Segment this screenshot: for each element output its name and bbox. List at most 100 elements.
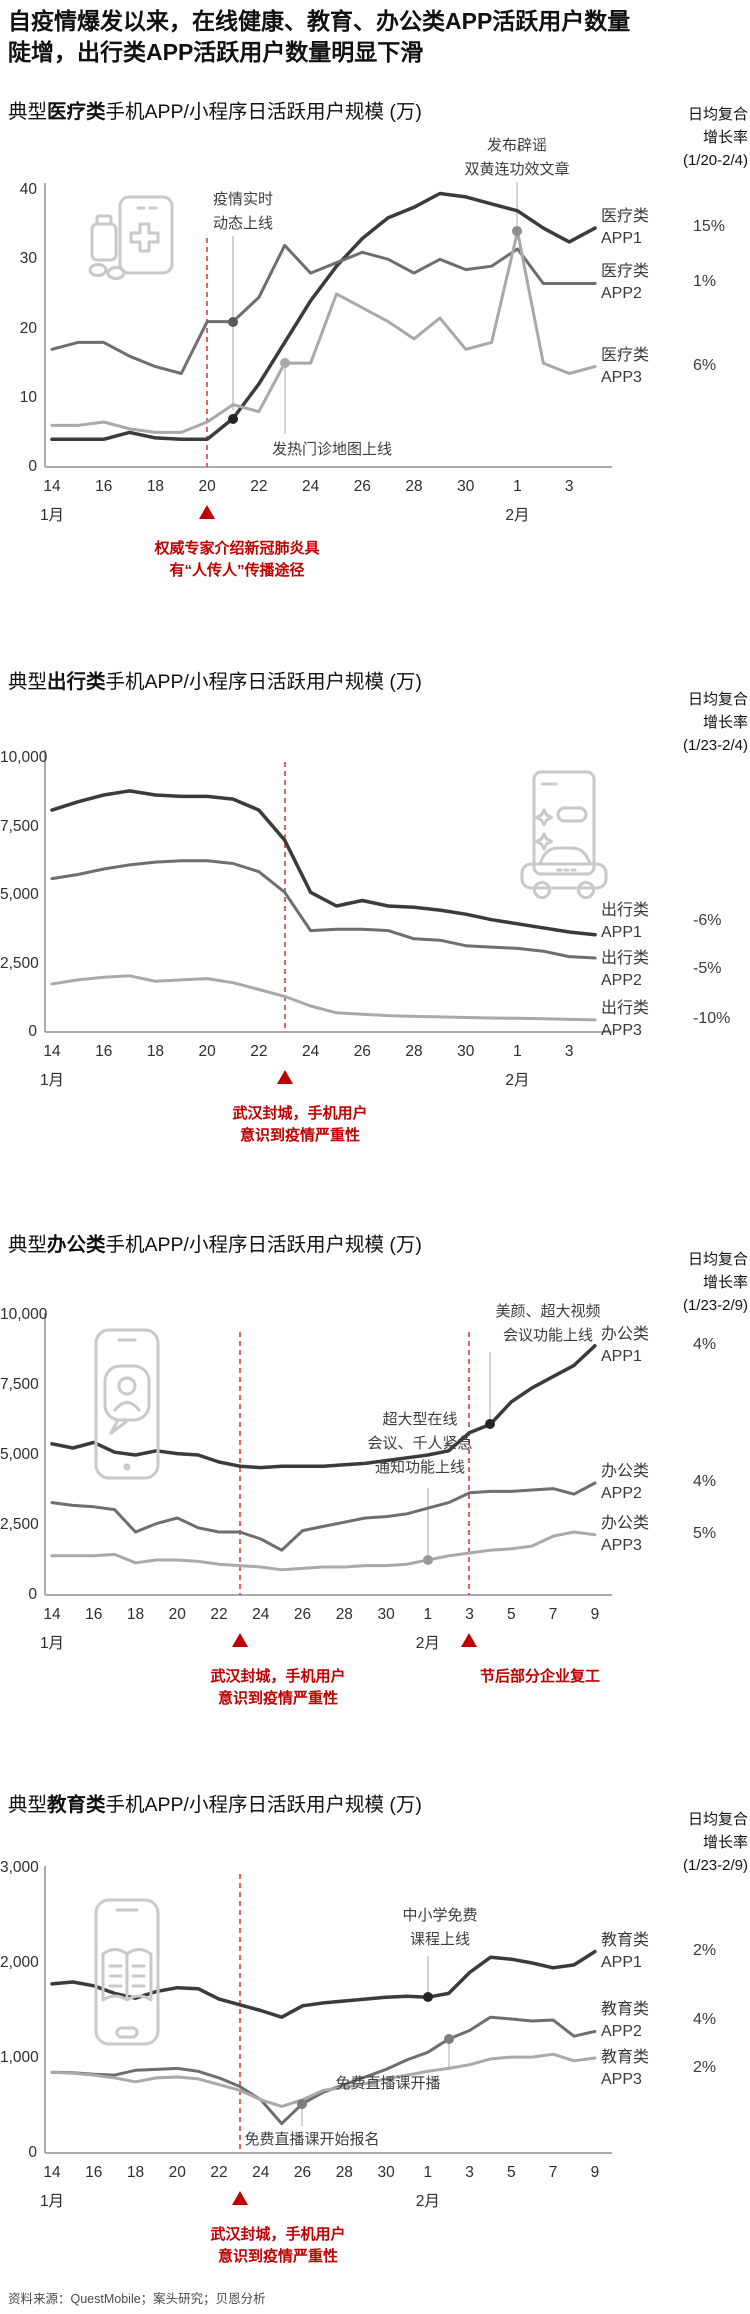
x-axis-tick-label: 5 [507, 1606, 516, 1623]
growth-rate-value: 1% [693, 273, 717, 291]
growth-rate-value: 4% [693, 1335, 717, 1353]
month-label: 2月 [415, 2193, 440, 2210]
y-axis-tick-label: 30 [19, 250, 37, 268]
x-axis-tick-label: 7 [548, 1606, 558, 1623]
x-axis-tick-label: 28 [335, 2164, 353, 2181]
y-axis-tick-label: 2,000 [0, 1954, 39, 1971]
red-event-label: 权威专家介绍新冠肺炎具 有“人传人”传播途径 [154, 540, 320, 579]
x-axis-tick-label: 22 [250, 1043, 268, 1060]
growth-rate-value: 15% [693, 218, 726, 236]
growth-rate-value: 4% [693, 1473, 717, 1490]
person-head [117, 1376, 137, 1396]
event-marker [228, 414, 238, 424]
annotation-text: 超大型在线 会议、千人紧急 通知功能上线 [367, 1411, 473, 1476]
x-axis-tick-label: 26 [293, 2164, 312, 2181]
education-legend-app2: 教育类 APP2 [601, 2000, 650, 2040]
x-axis-tick-label: 5 [507, 2164, 516, 2181]
annotation-text: 免费直播课开始报名 [244, 2131, 380, 2148]
x-axis-tick-label: 9 [590, 2164, 600, 2181]
x-axis-tick-label: 20 [168, 2164, 186, 2181]
medical-series-line-3 [50, 230, 597, 434]
y-axis-tick-label: 0 [28, 2144, 37, 2161]
education-legend-app1: 教育类 APP1 [601, 1931, 650, 1971]
month-label: 1月 [39, 2193, 65, 2210]
x-axis-tick-label: 26 [293, 1606, 312, 1623]
y-axis-tick-label: 7,500 [0, 1376, 39, 1393]
travel-legend-app1: 出行类 APP1 [601, 902, 650, 942]
x-axis-tick-label: 1 [513, 478, 522, 495]
x-axis-tick-label: 24 [301, 478, 320, 495]
title-suffix: 手机APP/小程序日活跃用户规模 (万) [105, 1794, 422, 1816]
x-axis-tick-label: 20 [168, 1606, 186, 1623]
x-axis-tick-label: 20 [198, 1043, 216, 1060]
red-event-label: 武汉封城，手机用户 意识到疫情严重性 [232, 1105, 368, 1144]
wheel [533, 881, 551, 899]
growth-rate-value: 2% [693, 1941, 717, 1959]
office-legend-app3: 办公类 APP3 [601, 1514, 650, 1554]
video-chat-phone-icon [94, 1328, 160, 1480]
star [535, 808, 553, 827]
x-axis-tick-label: 22 [250, 478, 268, 495]
x-axis-tick-label: 18 [126, 2164, 145, 2181]
book-lines [108, 1964, 146, 1988]
open-book [101, 1948, 153, 2002]
growth-rate-header-travel: 日均复合 增长率 (1/23-2/4) [682, 691, 748, 754]
x-axis-tick-label: 16 [95, 1043, 113, 1060]
title-suffix: 手机APP/小程序日活跃用户规模 (万) [105, 1234, 422, 1256]
x-axis-tick-label: 16 [95, 478, 113, 495]
title-prefix: 典型 [8, 1794, 48, 1816]
medical-series-line-2 [50, 243, 597, 375]
event-marker [423, 1555, 433, 1565]
phone-outline [94, 1328, 160, 1480]
y-axis-tick-label: 10,000 [0, 749, 48, 766]
month-label: 1月 [39, 507, 65, 524]
x-axis-tick-label: 18 [126, 1606, 145, 1623]
car-body [520, 862, 608, 890]
pill [88, 263, 108, 277]
person-shoulders [113, 1401, 141, 1412]
title-suffix: 手机APP/小程序日活跃用户规模 (万) [105, 671, 422, 693]
x-axis-tick-label: 18 [146, 1043, 165, 1060]
x-axis-tick-label: 28 [335, 1606, 353, 1623]
travel-series-line-3 [50, 974, 597, 1022]
y-axis-tick-label: 2,500 [0, 1516, 39, 1533]
event-marker [512, 226, 522, 236]
title-category: 医疗类 [47, 101, 106, 123]
chart-title-office: 典型办公类手机APP/小程序日活跃用户规模 (万) [8, 1228, 422, 1257]
title-suffix: 手机APP/小程序日活跃用户规模 (万) [105, 101, 422, 123]
education-legend-app3: 教育类 APP3 [601, 2048, 650, 2088]
x-axis-tick-label: 16 [85, 2164, 103, 2181]
y-axis-tick-label: 3,000 [0, 1859, 39, 1876]
event-marker [423, 1992, 433, 2002]
title-category: 教育类 [47, 1794, 106, 1816]
x-axis-tick-label: 1 [513, 1043, 522, 1060]
annotation-text: 免费直播课开播 [335, 2075, 441, 2092]
chart-title-medical: 典型医疗类手机APP/小程序日活跃用户规模 (万) [8, 95, 422, 124]
chart-title-education: 典型教育类手机APP/小程序日活跃用户规模 (万) [8, 1788, 422, 1817]
y-axis-tick-label: 0 [28, 458, 37, 475]
x-axis-tick-label: 26 [353, 478, 371, 495]
car-roof [538, 846, 592, 866]
source-note: 资料来源：QuestMobile；案头研究；贝恩分析 [8, 2292, 266, 2306]
growth-rate-value: -6% [693, 912, 722, 930]
y-axis-tick-label: 40 [19, 181, 37, 198]
ebook-phone-icon [94, 1898, 160, 2046]
x-axis-tick-label: 1 [423, 1606, 433, 1623]
month-label: 2月 [505, 1072, 530, 1089]
x-axis-tick-label: 3 [564, 478, 574, 495]
title-prefix: 典型 [8, 1234, 48, 1256]
taxi-icon [520, 770, 608, 899]
event-marker [280, 358, 290, 368]
education-series-line-2 [50, 2015, 597, 2126]
growth-rate-value: 2% [693, 2058, 717, 2076]
month-label: 2月 [505, 507, 530, 524]
title-prefix: 典型 [8, 101, 48, 123]
travel-series-line-2 [50, 859, 597, 960]
medical-legend-app2: 医疗类 APP2 [601, 263, 650, 303]
phone-outline [94, 1898, 160, 2046]
medical-series-line-1 [50, 191, 597, 442]
x-axis-tick-label: 20 [198, 478, 216, 495]
medical-cross [129, 222, 160, 253]
star [535, 832, 553, 851]
month-label: 1月 [39, 1072, 65, 1089]
